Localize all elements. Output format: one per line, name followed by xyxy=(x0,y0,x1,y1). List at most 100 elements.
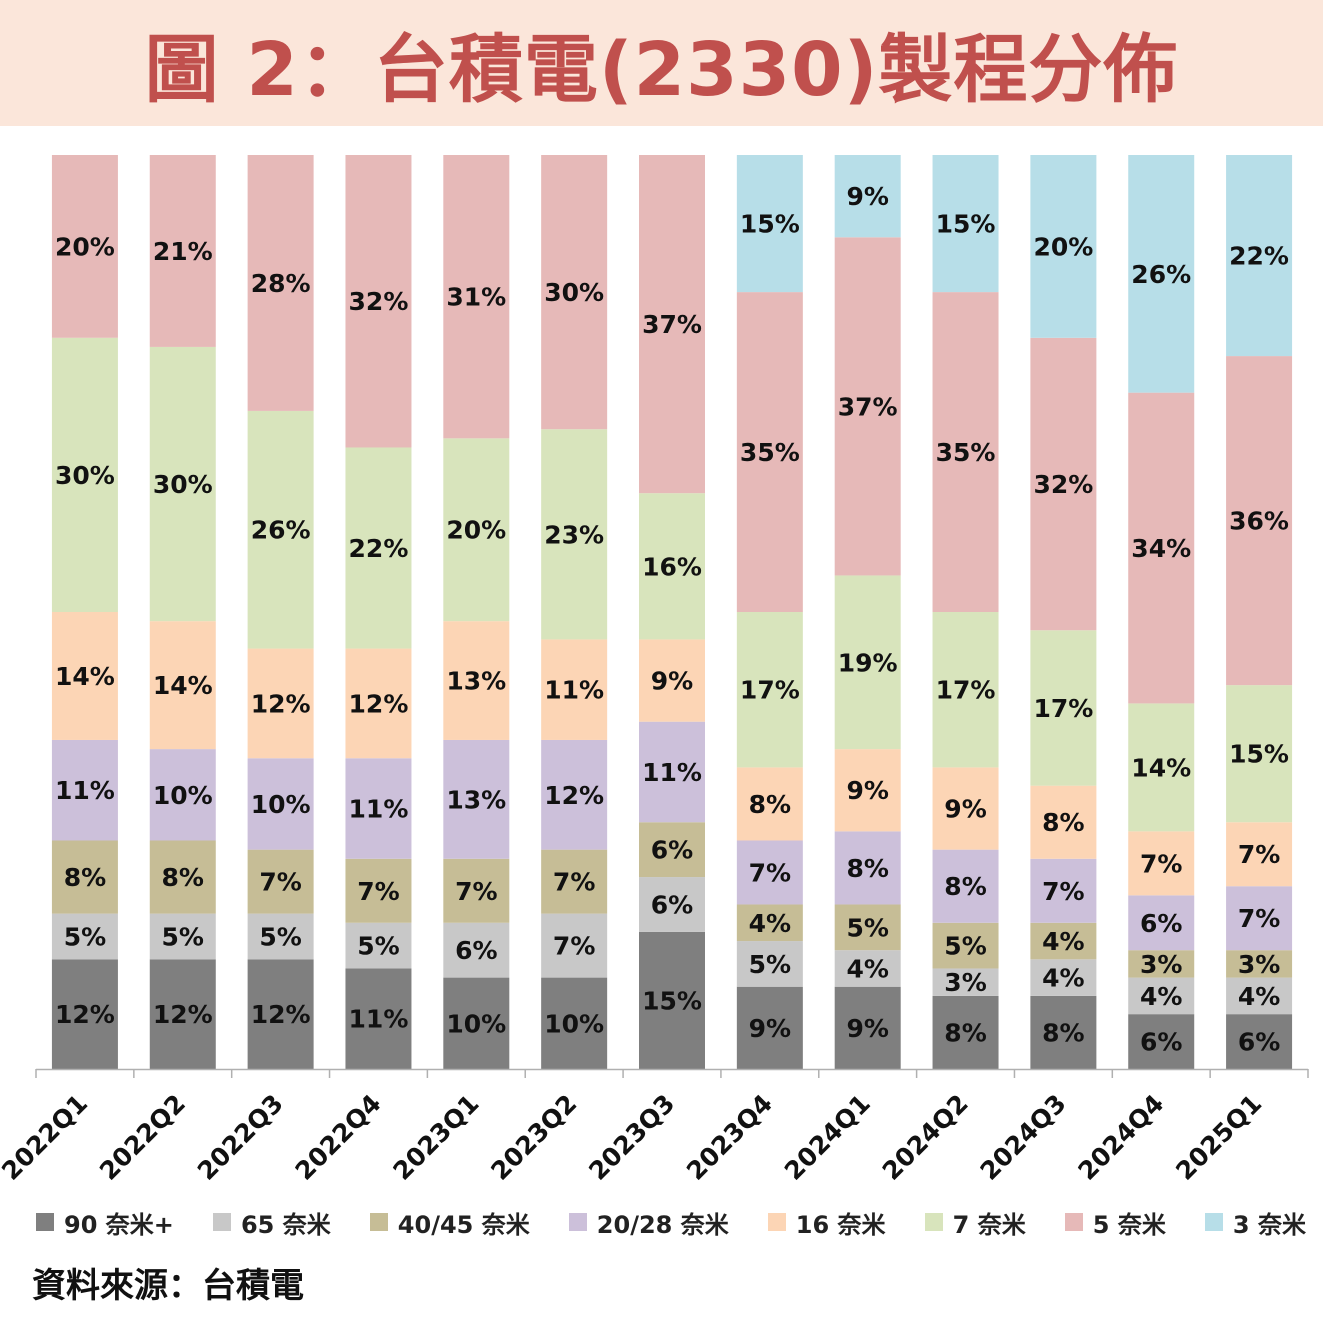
data-label: 34% xyxy=(1131,534,1191,563)
data-label: 17% xyxy=(1033,694,1093,723)
data-label: 8% xyxy=(162,863,204,892)
bar-segment xyxy=(149,346,216,622)
legend-item: 16 奈米 xyxy=(767,1205,886,1240)
bar-segment xyxy=(736,986,803,1069)
bar-segment xyxy=(149,913,216,960)
data-label: 5% xyxy=(162,922,204,951)
data-label: 5% xyxy=(944,932,986,961)
data-label: 36% xyxy=(1229,507,1289,536)
bar-segment xyxy=(1030,959,1097,996)
bar-segment xyxy=(345,968,412,1069)
data-label: 10% xyxy=(153,781,213,810)
data-label: 9% xyxy=(846,1014,888,1043)
bar-segment xyxy=(834,237,901,576)
data-label: 10% xyxy=(446,1009,506,1038)
data-label: 14% xyxy=(1131,753,1191,782)
data-label: 15% xyxy=(1229,740,1289,769)
legend-label: 7 奈米 xyxy=(952,1210,1026,1239)
data-label: 16% xyxy=(642,552,702,581)
data-label: 4% xyxy=(749,909,791,938)
bar-segment xyxy=(443,438,510,622)
legend-item: 7 奈米 xyxy=(924,1205,1026,1240)
bar-segment xyxy=(1030,922,1097,960)
bar-segment xyxy=(932,612,999,768)
legend-swatch xyxy=(212,1213,231,1231)
legend-label: 5 奈米 xyxy=(1092,1210,1166,1239)
data-label: 8% xyxy=(1042,808,1084,837)
x-tick-label: 2023Q1 xyxy=(388,1089,485,1186)
bar-segment xyxy=(834,749,901,832)
legend-label: 20/28 奈米 xyxy=(596,1210,729,1239)
bar-segment xyxy=(932,292,999,612)
bar-segment xyxy=(247,849,314,914)
data-label: 13% xyxy=(446,785,506,814)
bar-segment xyxy=(247,758,314,850)
bar-segment xyxy=(443,858,510,923)
bar-segment xyxy=(1226,950,1293,978)
bar-segment xyxy=(541,977,608,1069)
data-label: 12% xyxy=(153,1000,213,1029)
bar-segment xyxy=(834,575,901,750)
data-label: 3% xyxy=(1140,950,1182,979)
data-label: 22% xyxy=(1229,242,1289,271)
data-label: 10% xyxy=(544,1009,604,1038)
bar-segment xyxy=(247,648,314,759)
data-label: 9% xyxy=(944,795,986,824)
bar-segment xyxy=(639,931,705,1069)
legend-item: 40/45 奈米 xyxy=(369,1205,530,1240)
bar-segment xyxy=(639,493,705,640)
bar-segment xyxy=(149,959,216,1069)
bar-segment xyxy=(345,758,412,859)
bar-segment xyxy=(736,767,803,841)
data-label: 6% xyxy=(1238,1028,1280,1057)
data-label: 12% xyxy=(251,689,311,718)
bar-segment xyxy=(834,904,901,951)
bar-segment xyxy=(51,337,118,612)
x-tick-label: 2022Q2 xyxy=(94,1089,191,1186)
bar-segment xyxy=(51,959,118,1069)
bar-segment xyxy=(345,648,412,759)
source-note: 資料來源：台積電 xyxy=(32,1266,304,1306)
x-tick-label: 2024Q3 xyxy=(975,1089,1072,1186)
bar-segment xyxy=(51,913,118,960)
data-label: 5% xyxy=(357,932,399,961)
x-tick-label: 2022Q4 xyxy=(290,1089,387,1186)
data-label: 30% xyxy=(153,470,213,499)
data-label: 8% xyxy=(846,854,888,883)
bar-segment xyxy=(834,155,901,238)
data-label: 5% xyxy=(259,922,301,951)
bar-segment xyxy=(736,292,803,612)
bar-segment xyxy=(932,968,999,996)
data-label: 4% xyxy=(1140,982,1182,1011)
bar-segment xyxy=(834,950,901,987)
bar-segment xyxy=(736,904,803,942)
data-label: 6% xyxy=(455,936,497,965)
bar-segment xyxy=(51,155,118,338)
data-label: 9% xyxy=(846,182,888,211)
data-label: 8% xyxy=(944,872,986,901)
data-label: 8% xyxy=(64,863,106,892)
data-label: 6% xyxy=(1140,909,1182,938)
data-label: 6% xyxy=(651,836,693,865)
bar-segment xyxy=(1226,1014,1293,1069)
data-label: 4% xyxy=(1238,982,1280,1011)
legend-label: 90 奈米+ xyxy=(64,1210,174,1239)
bar-segment xyxy=(1030,155,1097,338)
legend-swatch xyxy=(767,1213,786,1231)
bar-segment xyxy=(541,639,608,740)
data-label: 6% xyxy=(1140,1028,1182,1057)
data-label: 9% xyxy=(749,1014,791,1043)
data-label: 15% xyxy=(740,210,800,239)
bar-segment xyxy=(541,155,608,430)
data-label: 7% xyxy=(553,868,595,897)
data-label: 7% xyxy=(357,877,399,906)
data-label: 7% xyxy=(259,868,301,897)
data-label: 5% xyxy=(846,913,888,942)
bar-segment xyxy=(149,155,216,347)
data-label: 14% xyxy=(153,671,213,700)
legend-item: 20/28 奈米 xyxy=(568,1205,729,1240)
bar-segment xyxy=(247,913,314,960)
bar-segment xyxy=(1128,831,1195,896)
x-tick-label: 2024Q4 xyxy=(1072,1089,1169,1186)
data-label: 26% xyxy=(1131,260,1191,289)
